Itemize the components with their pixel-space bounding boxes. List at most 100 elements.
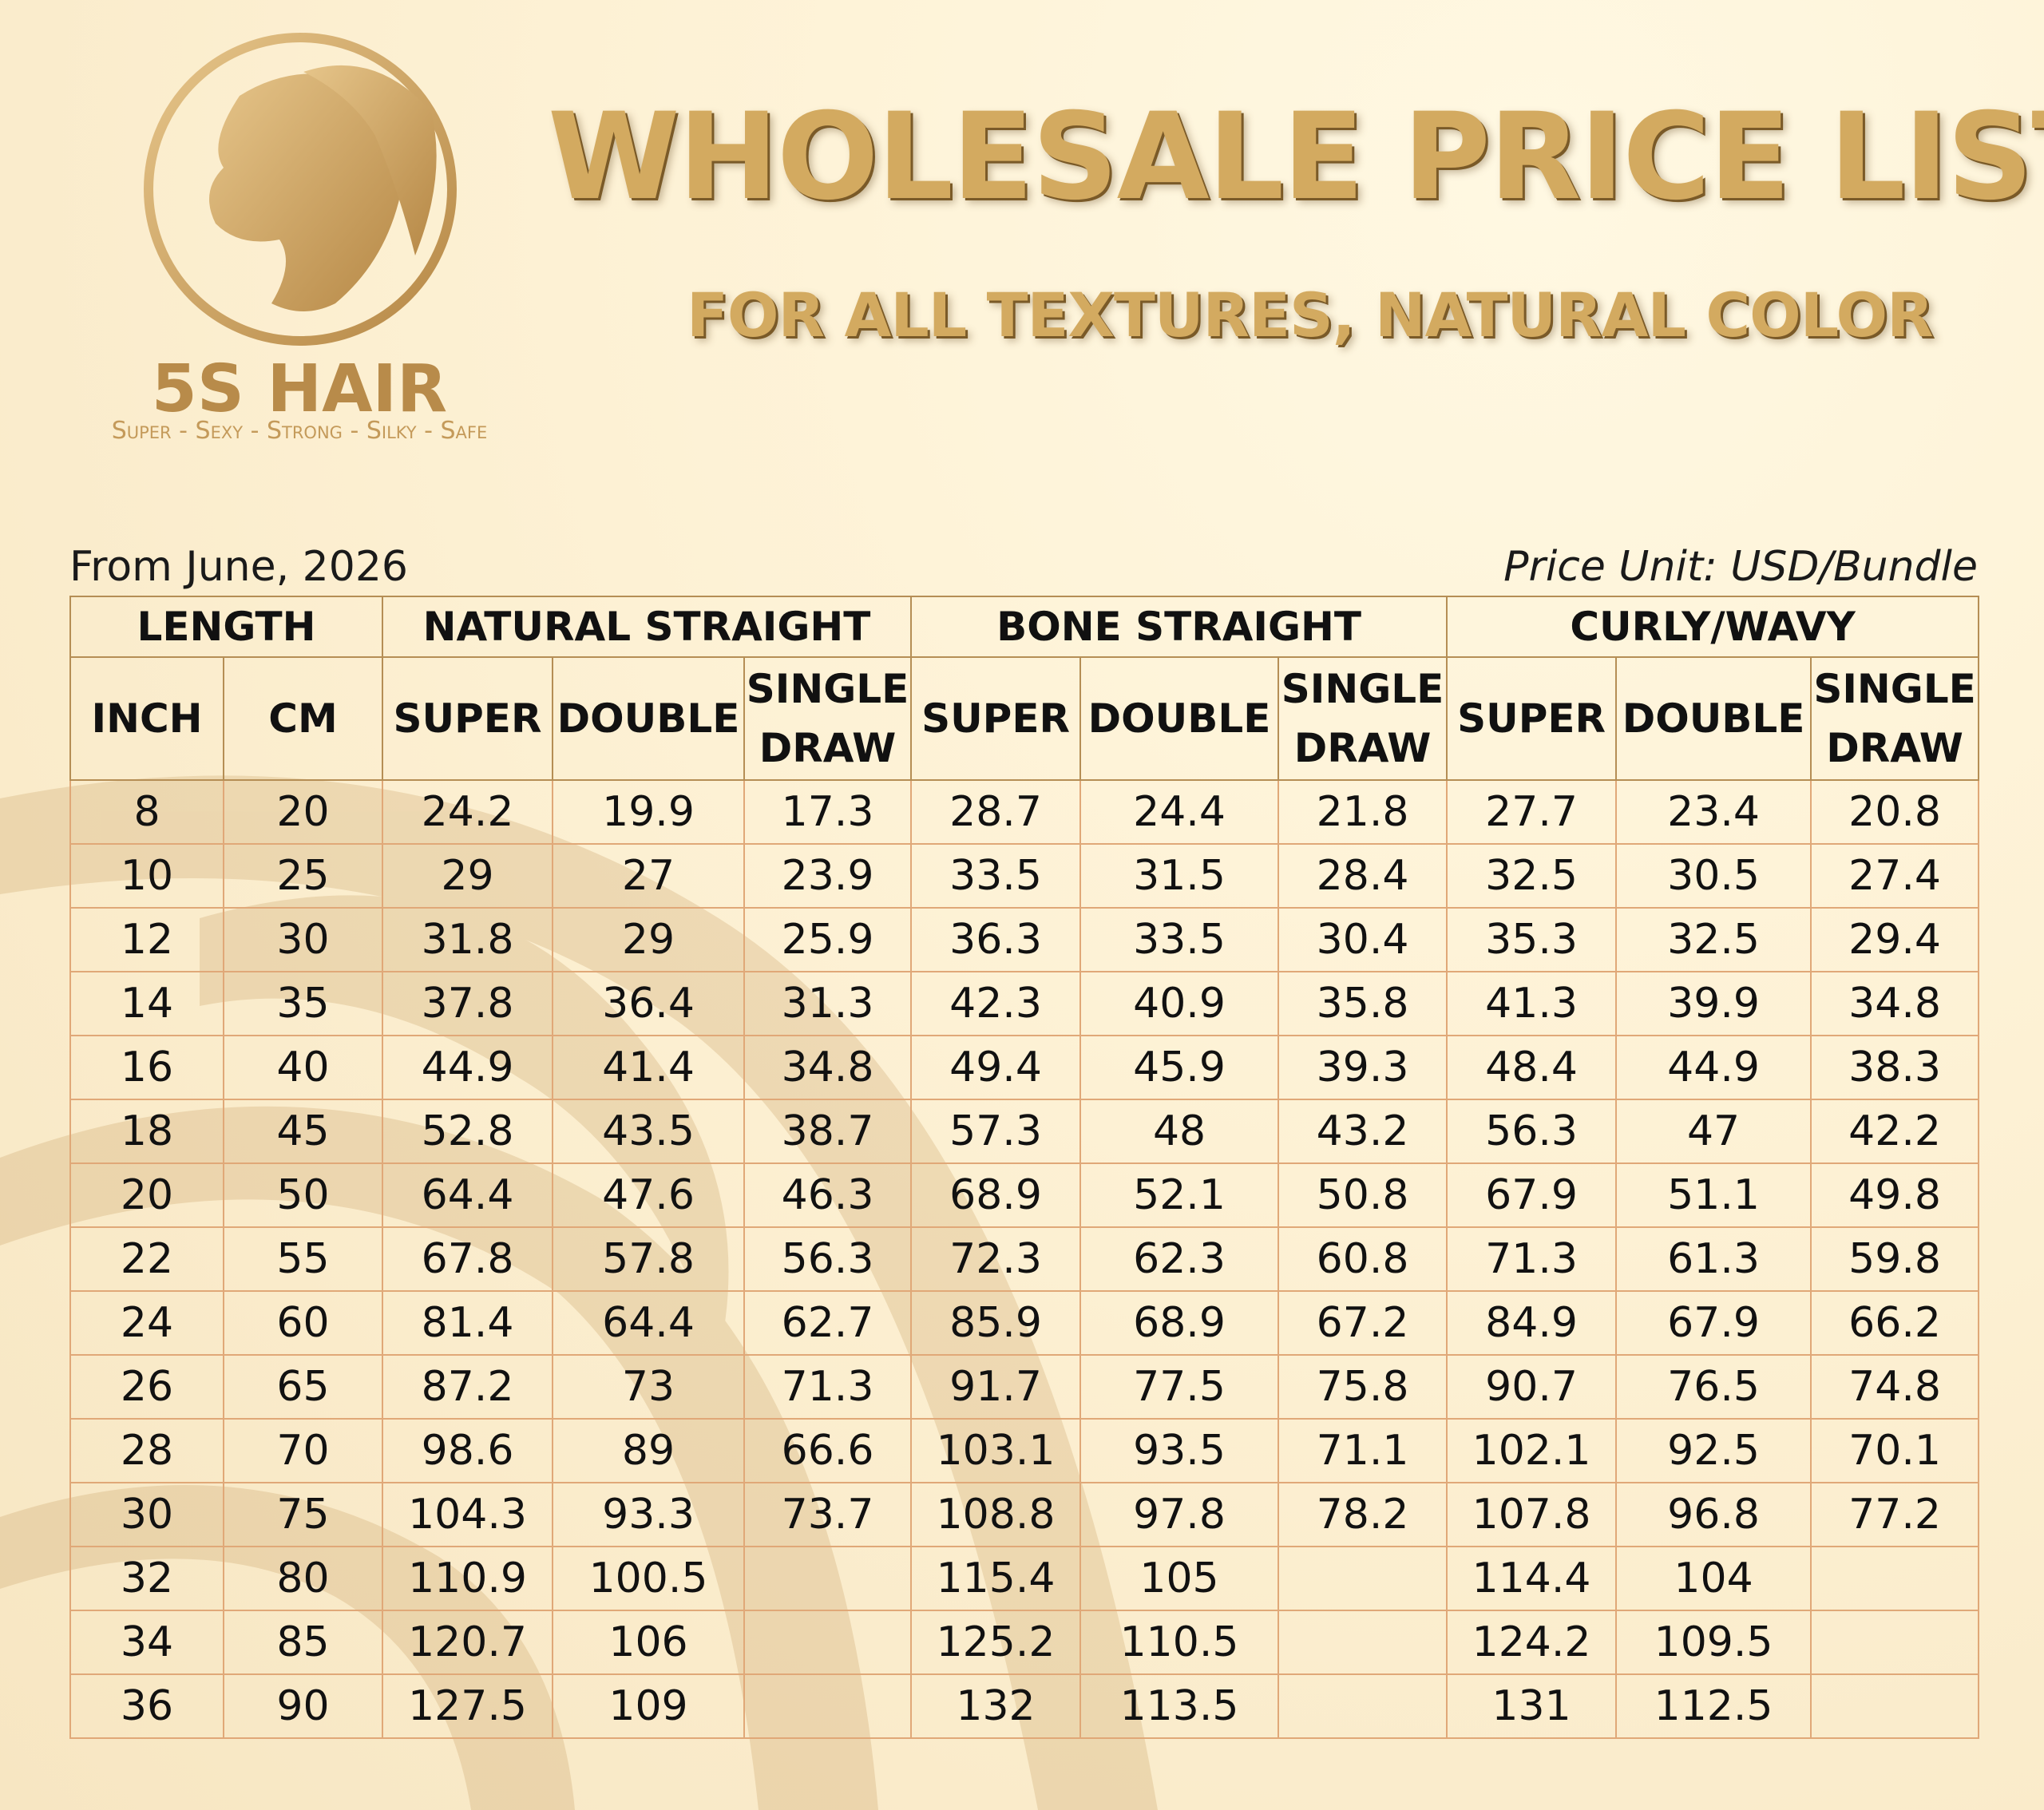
table-cell: 110.5 xyxy=(1079,1610,1280,1675)
table-cell: 73 xyxy=(552,1354,746,1420)
group-header: NATURAL STRAIGHT xyxy=(382,596,913,658)
table-cell: 36.4 xyxy=(552,971,746,1036)
column-header-row: INCH CM SUPER DOUBLE SINGLE DRAW SUPER DOUBLE S… xyxy=(69,656,1980,781)
table-cell: 77.5 xyxy=(1079,1354,1280,1420)
table-cell: 114.4 xyxy=(1446,1546,1618,1611)
table-cell: 96.8 xyxy=(1615,1482,1812,1547)
table-cell: 44.9 xyxy=(1615,1035,1812,1100)
table-cell: 106 xyxy=(552,1610,746,1675)
table-cell: 75.8 xyxy=(1278,1354,1448,1420)
table-cell: 35.3 xyxy=(1446,907,1618,972)
table-cell: 109.5 xyxy=(1615,1610,1812,1675)
table-cell: 27 xyxy=(552,843,746,909)
table-cell: 110.9 xyxy=(382,1546,554,1611)
table-row: 36 90 127.5 109 132 113.5 131 112.5 xyxy=(69,1673,1980,1739)
table-row: 14 35 37.8 36.4 31.3 42.3 40.9 35.8 41.3 39.9 34.8 xyxy=(69,971,1980,1036)
table-cell xyxy=(743,1546,913,1611)
table-cell: 39.3 xyxy=(1278,1035,1448,1100)
table-cell: 28.7 xyxy=(910,779,1082,845)
column-header: SINGLE DRAW xyxy=(1278,656,1448,781)
table-cell: 16 xyxy=(69,1035,224,1100)
table-cell: 51.1 xyxy=(1615,1162,1812,1228)
table-cell: 50.8 xyxy=(1278,1162,1448,1228)
table-cell: 37.8 xyxy=(382,971,554,1036)
table-cell: 43.2 xyxy=(1278,1099,1448,1164)
table-cell: 29 xyxy=(382,843,554,909)
table-cell: 64.4 xyxy=(382,1162,554,1228)
table-cell: 67.9 xyxy=(1446,1162,1618,1228)
table-cell: 20 xyxy=(222,779,384,845)
table-cell: 30 xyxy=(69,1482,224,1547)
table-cell: 46.3 xyxy=(743,1162,913,1228)
table-cell: 70 xyxy=(222,1418,384,1483)
table-cell: 31.3 xyxy=(743,971,913,1036)
table-cell xyxy=(1278,1610,1448,1675)
table-cell: 42.3 xyxy=(910,971,1082,1036)
subtitle: FOR ALL TEXTURES, NATURAL COLOR xyxy=(687,279,1934,351)
price-table: LENGTH NATURAL STRAIGHT BONE STRAIGHT CURLY… xyxy=(69,596,1980,1739)
table-cell: 38.7 xyxy=(743,1099,913,1164)
table-cell: 62.3 xyxy=(1079,1226,1280,1292)
table-cell: 30.4 xyxy=(1278,907,1448,972)
table-cell: 104.3 xyxy=(382,1482,554,1547)
table-cell: 115.4 xyxy=(910,1546,1082,1611)
column-header: SUPER xyxy=(1446,656,1618,781)
table-cell: 67.9 xyxy=(1615,1290,1812,1356)
table-cell: 26 xyxy=(69,1354,224,1420)
table-cell: 23.4 xyxy=(1615,779,1812,845)
table-cell: 33.5 xyxy=(910,843,1082,909)
table-cell: 21.8 xyxy=(1278,779,1448,845)
table-cell: 61.3 xyxy=(1615,1226,1812,1292)
table-cell: 77.2 xyxy=(1810,1482,1980,1547)
table-cell: 90.7 xyxy=(1446,1354,1618,1420)
table-cell: 44.9 xyxy=(382,1035,554,1100)
table-cell: 24 xyxy=(69,1290,224,1356)
table-cell: 41.3 xyxy=(1446,971,1618,1036)
brand-tagline: Super - Sexy - Strong - Silky - Safe xyxy=(111,417,488,445)
table-cell: 10 xyxy=(69,843,224,909)
date-note: From June, 2026 xyxy=(69,543,408,591)
table-cell: 60 xyxy=(222,1290,384,1356)
table-cell xyxy=(1810,1610,1980,1675)
table-cell: 25 xyxy=(222,843,384,909)
table-cell: 71.3 xyxy=(743,1354,913,1420)
table-cell xyxy=(743,1610,913,1675)
column-header: DOUBLE xyxy=(552,656,746,781)
table-cell: 65 xyxy=(222,1354,384,1420)
table-cell: 48.4 xyxy=(1446,1035,1618,1100)
table-cell: 28 xyxy=(69,1418,224,1483)
table-cell: 103.1 xyxy=(910,1418,1082,1483)
table-cell: 23.9 xyxy=(743,843,913,909)
table-cell: 31.5 xyxy=(1079,843,1280,909)
table-cell: 62.7 xyxy=(743,1290,913,1356)
table-cell xyxy=(1810,1673,1980,1739)
table-cell: 60.8 xyxy=(1278,1226,1448,1292)
table-cell: 28.4 xyxy=(1278,843,1448,909)
table-cell: 85 xyxy=(222,1610,384,1675)
table-cell: 85.9 xyxy=(910,1290,1082,1356)
table-cell: 40 xyxy=(222,1035,384,1100)
table-cell: 48 xyxy=(1079,1099,1280,1164)
table-cell: 70.1 xyxy=(1810,1418,1980,1483)
table-cell: 67.8 xyxy=(382,1226,554,1292)
table-cell: 68.9 xyxy=(910,1162,1082,1228)
table-cell: 20 xyxy=(69,1162,224,1228)
unit-note: Price Unit: USD/Bundle xyxy=(1503,543,1978,591)
table-cell: 24.2 xyxy=(382,779,554,845)
title: WHOLESALE PRICE LIST xyxy=(548,88,2044,227)
table-cell: 124.2 xyxy=(1446,1610,1618,1675)
table-cell: 75 xyxy=(222,1482,384,1547)
table-cell: 30.5 xyxy=(1615,843,1812,909)
table-cell: 98.6 xyxy=(382,1418,554,1483)
table-cell: 8 xyxy=(69,779,224,845)
table-cell: 56.3 xyxy=(743,1226,913,1292)
table-cell: 66.2 xyxy=(1810,1290,1980,1356)
table-row: 30 75 104.3 93.3 73.7 108.8 97.8 78.2 107.8 96.8 7… xyxy=(69,1482,1980,1547)
table-cell: 57.3 xyxy=(910,1099,1082,1164)
table-cell: 100.5 xyxy=(552,1546,746,1611)
table-cell: 39.9 xyxy=(1615,971,1812,1036)
table-cell: 68.9 xyxy=(1079,1290,1280,1356)
table-cell: 47 xyxy=(1615,1099,1812,1164)
table-cell: 105 xyxy=(1079,1546,1280,1611)
